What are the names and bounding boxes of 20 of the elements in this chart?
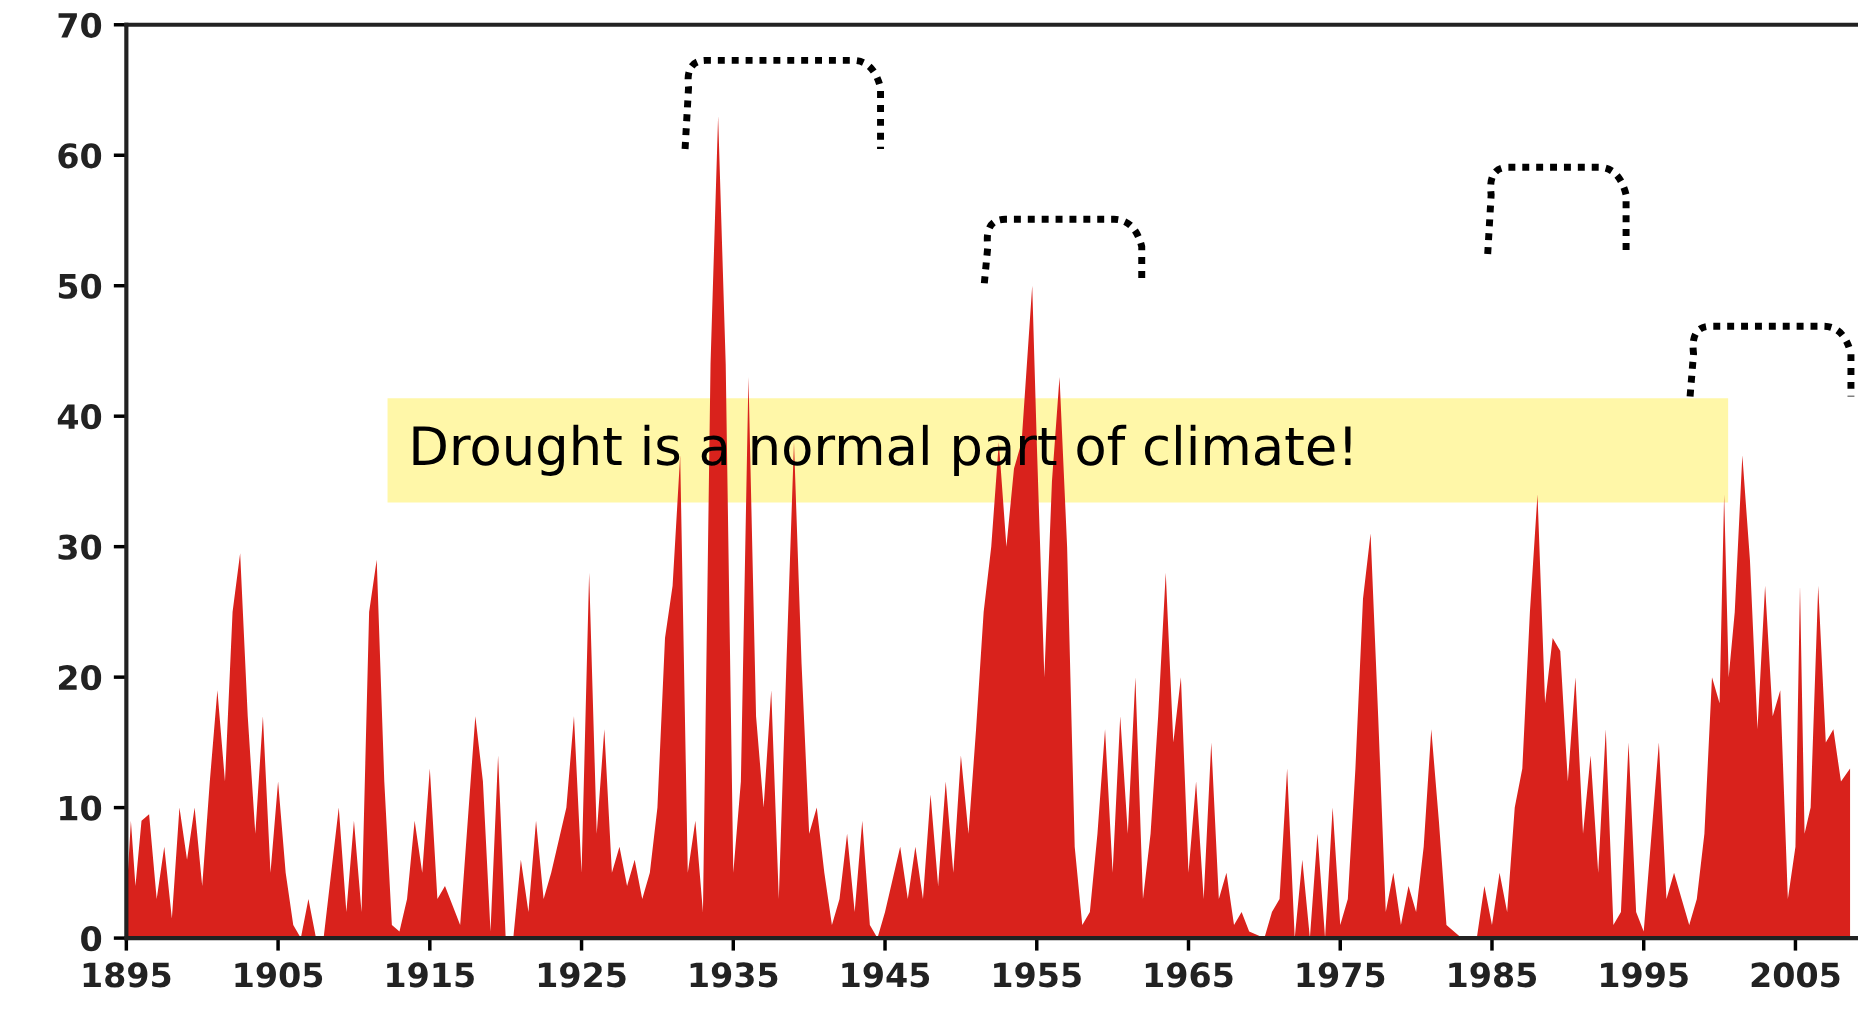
x-tick-label: 1935	[690, 962, 778, 988]
x-tick-label: 1915	[387, 962, 474, 988]
x-tick-label: 1985	[1449, 962, 1537, 988]
x-tick-label: 1975	[1297, 962, 1385, 988]
y-tick-label: 0	[81, 926, 102, 952]
x-tick-label: 1895	[83, 962, 171, 988]
x-tick-label: 1995	[1601, 962, 1688, 988]
y-tick-label: 20	[58, 665, 102, 691]
x-tick-label: 1965	[1145, 962, 1233, 988]
x-tick-label: 1955	[994, 962, 1081, 988]
x-tick-label: 1945	[842, 962, 930, 988]
x-tick-label: 1905	[235, 962, 323, 988]
y-tick-label: 50	[58, 273, 102, 299]
y-tick-label: 70	[58, 12, 102, 38]
x-tick-label: 2005	[1751, 962, 1840, 988]
x-tick-label: 1925	[538, 962, 626, 988]
y-tick-label: 40	[57, 404, 102, 430]
y-tick-label: 60	[58, 143, 102, 169]
y-tick-label: 10	[60, 795, 102, 821]
y-tick-label: 30	[58, 534, 102, 560]
